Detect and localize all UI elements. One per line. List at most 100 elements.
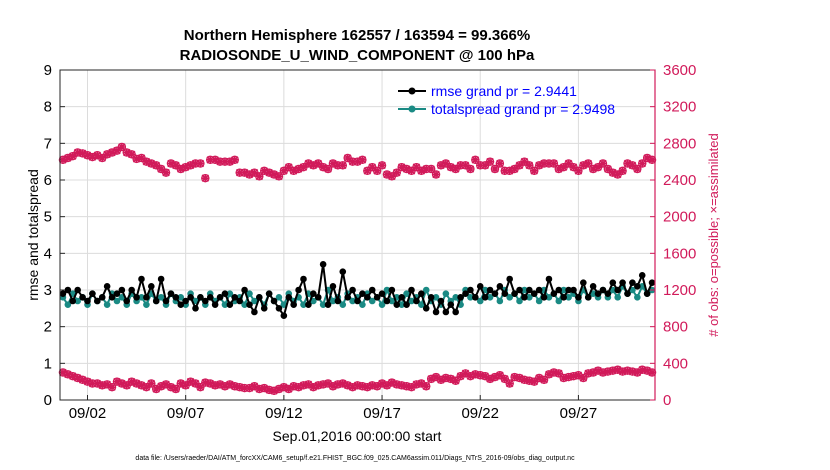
- rmse-point: [408, 286, 415, 294]
- obs-assimilated-point: [373, 166, 382, 175]
- spread-point: [634, 294, 641, 301]
- spread-point: [339, 301, 347, 308]
- spread-point: [565, 294, 572, 301]
- rmse-point: [84, 297, 91, 305]
- spread-point: [476, 297, 484, 305]
- obs-lowlevel-assimilated-point: [137, 381, 146, 390]
- obs-assimilated-point: [648, 155, 657, 164]
- rmse-series: [59, 261, 656, 319]
- obs-lowlevel-assimilated-point: [191, 379, 200, 388]
- obs-lowlevel-assimilated-point: [181, 381, 190, 390]
- rmse-point: [187, 294, 194, 301]
- right-tick-label: 2000: [663, 209, 696, 226]
- obs-lowlevel-assimilated-point: [63, 370, 72, 379]
- legend-spread-label: totalspread grand pr = 2.9498: [431, 101, 615, 117]
- obs-lowlevel-assimilated-point: [427, 374, 436, 383]
- obs-assimilated-point: [378, 161, 387, 170]
- obs-lowlevel-assimilated-point: [623, 366, 632, 375]
- obs-assimilated-point: [520, 157, 529, 166]
- obs-assimilated-point: [638, 159, 647, 168]
- obs-lowlevel-assimilated-point: [554, 369, 563, 378]
- obs-lowlevel-assimilated-point: [294, 383, 303, 392]
- rmse-point: [59, 290, 67, 297]
- obs-assimilated-point: [608, 168, 617, 177]
- obs-assimilated-point: [166, 159, 175, 168]
- spread-point: [226, 290, 234, 297]
- rmse-point: [221, 290, 229, 297]
- obs-lowlevel-assimilated-point: [166, 383, 175, 392]
- obs-lowlevel-assimilated-point: [530, 377, 539, 386]
- obs-lowlevel-assimilated-point: [78, 375, 87, 384]
- obs-assimilated-point: [544, 159, 553, 168]
- spread-point: [143, 301, 150, 308]
- obs-lowlevel-assimilated-point: [397, 381, 406, 390]
- obs-assimilated-point: [58, 155, 67, 164]
- rmse-point: [462, 290, 469, 297]
- obs-lowlevel-assimilated-point: [451, 376, 460, 385]
- rmse-point: [103, 283, 111, 290]
- obs-lowlevel-assimilated-point: [515, 374, 524, 382]
- spread-point: [442, 290, 450, 297]
- plot-area: [60, 70, 655, 400]
- obs-lowlevel-assimilated-point: [186, 377, 195, 386]
- spread-point: [521, 286, 528, 294]
- obs-lowlevel-assimilated-point: [446, 374, 455, 383]
- obs-assimilated-point: [613, 170, 622, 179]
- obs-lowlevel-assimilated-point: [613, 365, 622, 374]
- right-tick-label: 800: [663, 319, 688, 336]
- rmse-point: [216, 294, 224, 301]
- obs-lowlevel-assimilated-point: [559, 374, 568, 382]
- obs-assimilated-point: [328, 159, 337, 168]
- rmse-point: [98, 294, 106, 301]
- right-tick-label: 3200: [663, 99, 696, 116]
- spread-point: [177, 294, 185, 301]
- obs-assimilated-point: [108, 148, 117, 157]
- rmse-point: [368, 286, 376, 294]
- obs-assimilated-point: [314, 159, 323, 168]
- left-tick-label: 3: [44, 282, 52, 299]
- obs-lowlevel-assimilated-point: [299, 381, 308, 390]
- obs-lowlevel-assimilated-point: [387, 378, 396, 387]
- obs-assimilated-point: [211, 155, 220, 164]
- obs-lowlevel-assimilated-point: [471, 370, 480, 379]
- obs-lowlevel-assimilated-point: [481, 372, 490, 381]
- obs-assimilated-point: [598, 159, 607, 168]
- spread-point: [516, 297, 523, 305]
- rmse-point: [354, 297, 361, 305]
- rmse-point: [378, 290, 386, 297]
- obs-lowlevel-assimilated-point: [117, 379, 126, 388]
- spread-point: [300, 301, 307, 308]
- obs-assimilated-point: [643, 154, 652, 162]
- obs-assimilated-point: [78, 149, 87, 158]
- obs-assimilated-point: [63, 154, 72, 162]
- obs-lowlevel-assimilated-point: [633, 368, 642, 377]
- obs-lowlevel-assimilated-point: [98, 381, 107, 390]
- obs-assimilated-point: [294, 165, 303, 173]
- obs-lowlevel-assimilated-point: [270, 386, 279, 395]
- obs-assimilated-point: [152, 161, 161, 170]
- spread-point: [246, 290, 253, 297]
- right-axis: 0 400 800 1200 1600 2000 2400 2800 3200 3600: [650, 62, 696, 409]
- spread-point: [506, 294, 513, 301]
- obs-lowlevel-assimilated-point: [152, 385, 161, 393]
- rmse-point: [580, 279, 587, 286]
- x-axis-label: Sep.01,2016 00:00:00 start: [273, 428, 442, 444]
- rmse-point: [64, 286, 72, 294]
- spread-point: [113, 297, 121, 305]
- obs-lowlevel-assimilated-point: [368, 381, 377, 390]
- right-tick-label: 400: [663, 355, 688, 372]
- x-tick-label: 09/07: [167, 405, 205, 422]
- spread-point: [368, 297, 376, 305]
- obs-assimilated-point: [162, 168, 171, 177]
- spread-point: [74, 297, 81, 305]
- rmse-point: [555, 286, 563, 294]
- obs-assimilated-point: [456, 161, 465, 170]
- spread-point: [398, 301, 405, 308]
- obs-lowlevel-assimilated-point: [220, 382, 229, 391]
- rmse-point: [162, 297, 170, 305]
- obs-lowlevel-assimilated-point: [402, 382, 411, 391]
- obs-lowlevel-assimilated-point: [441, 374, 450, 382]
- spread-point: [383, 286, 391, 294]
- obs-assimilated-point: [117, 143, 126, 151]
